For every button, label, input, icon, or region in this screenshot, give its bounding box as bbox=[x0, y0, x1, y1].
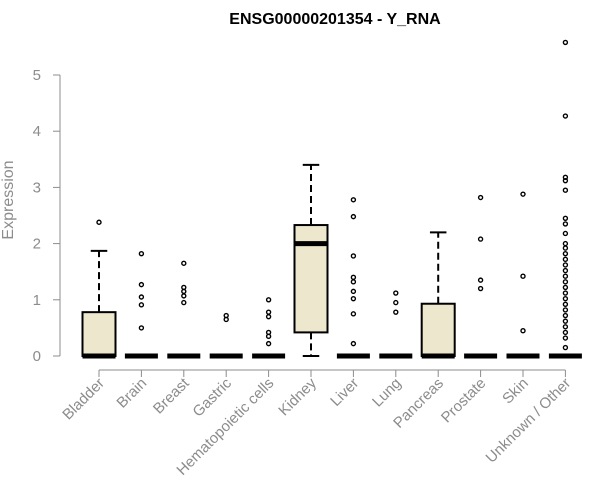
box-group bbox=[506, 191, 540, 359]
box-group bbox=[81, 219, 117, 359]
chart-title: ENSG00000201354 - Y_RNA bbox=[229, 11, 441, 28]
outlier-point bbox=[562, 262, 569, 268]
outlier-point bbox=[562, 221, 569, 227]
outlier-point bbox=[138, 251, 145, 257]
x-tick-label: Prostate bbox=[438, 375, 490, 427]
box-group bbox=[336, 197, 370, 359]
x-tick-label: Liver bbox=[327, 375, 362, 410]
outlier-point bbox=[520, 328, 526, 334]
box-group bbox=[464, 194, 498, 359]
outlier-point bbox=[477, 285, 484, 292]
outlier-point bbox=[138, 302, 145, 308]
outlier-point bbox=[265, 297, 272, 303]
box-group bbox=[293, 163, 329, 357]
outlier-point bbox=[562, 312, 569, 319]
y-tick-label: 1 bbox=[33, 292, 41, 309]
outlier-point bbox=[562, 344, 569, 351]
outlier-point bbox=[562, 256, 569, 263]
outlier-point bbox=[562, 295, 569, 302]
y-tick-label: 3 bbox=[33, 179, 41, 196]
outlier-point bbox=[562, 273, 569, 279]
outlier-point bbox=[562, 324, 569, 330]
outlier-point bbox=[562, 113, 569, 119]
outlier-point bbox=[477, 277, 484, 283]
box-group bbox=[124, 251, 158, 359]
y-tick-label: 2 bbox=[33, 236, 41, 253]
outlier-point bbox=[562, 307, 569, 313]
outlier-point bbox=[350, 213, 357, 220]
outlier-point bbox=[350, 274, 357, 281]
outlier-point bbox=[265, 333, 272, 340]
outlier-point bbox=[562, 318, 569, 324]
x-tick-label: Bladder bbox=[59, 375, 108, 424]
outlier-point bbox=[562, 301, 569, 307]
outlier-point bbox=[350, 253, 357, 259]
outlier-point bbox=[562, 290, 569, 296]
outlier-point bbox=[138, 294, 145, 300]
y-tick-label: 5 bbox=[33, 67, 41, 84]
x-tick-label: Lung bbox=[369, 375, 405, 411]
outlier-point bbox=[393, 309, 399, 315]
box-group bbox=[548, 39, 582, 359]
outlier-point bbox=[265, 309, 272, 315]
outlier-point bbox=[181, 293, 187, 299]
outlier-point bbox=[562, 251, 569, 257]
outlier-point bbox=[265, 340, 272, 347]
outlier-point bbox=[350, 279, 357, 285]
outlier-point bbox=[562, 279, 569, 285]
y-axis-label: Expression bbox=[0, 160, 17, 239]
outlier-point bbox=[562, 335, 569, 341]
outlier-point bbox=[181, 288, 187, 295]
outlier-point bbox=[562, 215, 569, 222]
outlier-point bbox=[350, 197, 357, 203]
outlier-point bbox=[350, 295, 357, 302]
outlier-point bbox=[562, 39, 569, 46]
box-group bbox=[167, 260, 201, 359]
outlier-point bbox=[138, 325, 145, 331]
x-tick-label: Breast bbox=[150, 374, 193, 417]
outlier-point bbox=[562, 177, 569, 184]
outlier-point bbox=[562, 240, 569, 247]
outlier-point bbox=[520, 191, 526, 197]
x-tick-label: Skin bbox=[499, 375, 532, 408]
outlier-point bbox=[562, 245, 569, 251]
plot-area bbox=[81, 39, 582, 359]
outlier-point bbox=[562, 284, 569, 291]
y-axis: 0 1 2 3 4 5 bbox=[33, 67, 61, 365]
box-group bbox=[209, 312, 243, 359]
outlier-point bbox=[265, 313, 272, 320]
outlier-point bbox=[138, 281, 145, 288]
outlier-point bbox=[477, 236, 484, 242]
outlier-point bbox=[350, 288, 357, 295]
outlier-point bbox=[477, 194, 484, 201]
box-iqr bbox=[81, 311, 117, 357]
box-group bbox=[252, 297, 286, 359]
outlier-point bbox=[181, 299, 187, 306]
box-group bbox=[420, 231, 456, 359]
x-tick-label: Brain bbox=[113, 375, 150, 412]
outlier-point bbox=[350, 340, 357, 347]
x-tick-label: Kidney bbox=[275, 374, 320, 419]
outlier-point bbox=[181, 260, 187, 266]
outlier-point bbox=[520, 273, 526, 279]
outlier-point bbox=[223, 316, 229, 323]
outlier-point bbox=[562, 230, 569, 237]
outlier-point bbox=[562, 329, 569, 336]
outlier-point bbox=[393, 299, 399, 306]
outlier-point bbox=[562, 267, 569, 274]
outlier-point bbox=[393, 290, 399, 296]
outlier-point bbox=[562, 187, 569, 193]
y-tick-label: 0 bbox=[33, 348, 41, 365]
box-iqr bbox=[420, 302, 456, 358]
outlier-point bbox=[96, 219, 102, 225]
y-tick-label: 4 bbox=[33, 123, 41, 140]
box-group bbox=[379, 290, 413, 359]
outlier-point bbox=[350, 311, 357, 317]
